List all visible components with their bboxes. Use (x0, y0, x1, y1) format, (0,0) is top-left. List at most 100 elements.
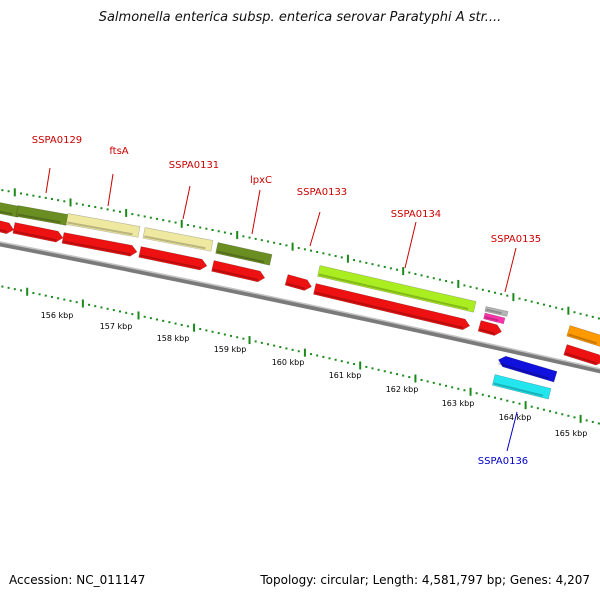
track-dot (50, 295, 53, 298)
track-dot (353, 363, 356, 366)
gene-label-sspa0131[interactable]: SSPA0131 (169, 160, 219, 171)
gene-feature-shade (498, 362, 549, 380)
inner-dotted-track (1, 285, 600, 425)
track-dot (88, 303, 91, 306)
track-dot (137, 311, 140, 320)
track-dot (156, 318, 159, 321)
track-dot (542, 408, 545, 411)
track-dot (310, 249, 313, 252)
track-dot (63, 298, 66, 301)
track-dot (32, 292, 35, 295)
feature-track (0, 201, 600, 400)
track-dot (248, 336, 251, 345)
track-dot (230, 334, 233, 337)
track-dot (469, 285, 472, 288)
track-dot (1, 285, 4, 288)
gene-label-sspa0129[interactable]: SSPA0129 (32, 135, 82, 146)
track-dot (530, 405, 533, 408)
track-dot (328, 253, 331, 256)
label-leader-line (309, 211, 321, 247)
track-dot (131, 213, 134, 216)
track-dot (402, 267, 405, 276)
track-dot (186, 224, 189, 227)
track-dot (512, 401, 515, 404)
gene-feature-shade (564, 352, 597, 365)
gene-label-sspa0135[interactable]: SSPA0135 (491, 234, 541, 245)
track-dot (420, 274, 423, 277)
track-dot (567, 414, 570, 417)
track-dot (518, 402, 521, 405)
track-dot (597, 317, 600, 320)
gene-feature-shape (138, 246, 208, 271)
track-dot (118, 310, 121, 313)
track-dot (340, 360, 343, 363)
gene-label-lpxc[interactable]: lpxC (250, 175, 272, 186)
scale-label: 164 kbp (499, 413, 532, 422)
track-dot (402, 374, 405, 377)
track-dot (149, 216, 152, 219)
label-leader-line (404, 221, 417, 269)
scale-label: 156 kbp (41, 311, 74, 320)
track-dot (149, 317, 152, 320)
track-dot (408, 376, 411, 379)
track-dot (530, 300, 533, 303)
track-dot (585, 314, 588, 317)
label-leader-line (45, 167, 51, 194)
track-dot (297, 247, 300, 249)
track-dot (567, 306, 570, 315)
track-dot (94, 206, 97, 209)
gene-feature-shape (0, 219, 15, 235)
track-dot (297, 350, 300, 353)
gene-label-sspa0134[interactable]: SSPA0134 (391, 209, 441, 220)
track-dot (193, 323, 196, 332)
track-dot (536, 302, 539, 305)
gene-feature-shape (12, 222, 64, 243)
track-dot (242, 235, 245, 238)
track-dot (389, 267, 392, 270)
track-dot (536, 407, 539, 410)
track-dot (50, 198, 53, 201)
track-dot (248, 236, 251, 239)
gene-label-sspa0133[interactable]: SSPA0133 (297, 187, 347, 198)
map-title: Salmonella enterica subsp. enterica sero… (98, 10, 502, 25)
gene-feature-shape (215, 242, 273, 266)
track-dot (451, 281, 454, 284)
track-dot (340, 256, 343, 259)
track-dot (371, 263, 374, 266)
track-dot (481, 393, 484, 396)
track-dot (389, 371, 392, 374)
gene-label-ftsa[interactable]: ftsA (109, 146, 128, 157)
gene-feature (477, 320, 502, 336)
track-dot (205, 329, 208, 332)
track-dot (445, 280, 448, 283)
gene-feature-shape (0, 201, 21, 218)
gene-feature (484, 306, 509, 317)
track-dot (254, 340, 257, 343)
gene-feature-shape (491, 374, 552, 400)
track-dot (432, 277, 435, 280)
track-dot (291, 348, 294, 351)
track-dot (125, 208, 128, 217)
track-dot (303, 248, 306, 251)
label-leader-line (504, 247, 517, 293)
gene-label-sspa0136[interactable]: SSPA0136 (478, 456, 528, 467)
track-dot (236, 336, 239, 339)
track-dot (426, 275, 429, 278)
gene-feature-shade (286, 282, 306, 290)
track-dot (396, 268, 399, 271)
gene-feature-shade (479, 328, 496, 335)
track-dot (561, 413, 564, 416)
track-dot (193, 225, 196, 228)
track-dot (118, 210, 121, 213)
track-dot (168, 220, 171, 223)
track-dot (561, 308, 564, 311)
gene-feature (15, 205, 69, 226)
track-dot (273, 344, 276, 347)
gene-feature (566, 325, 600, 348)
track-dot (63, 200, 66, 203)
gene-feature (0, 219, 15, 235)
track-dot (94, 305, 97, 308)
track-dot (217, 332, 220, 335)
gene-feature (12, 222, 64, 243)
